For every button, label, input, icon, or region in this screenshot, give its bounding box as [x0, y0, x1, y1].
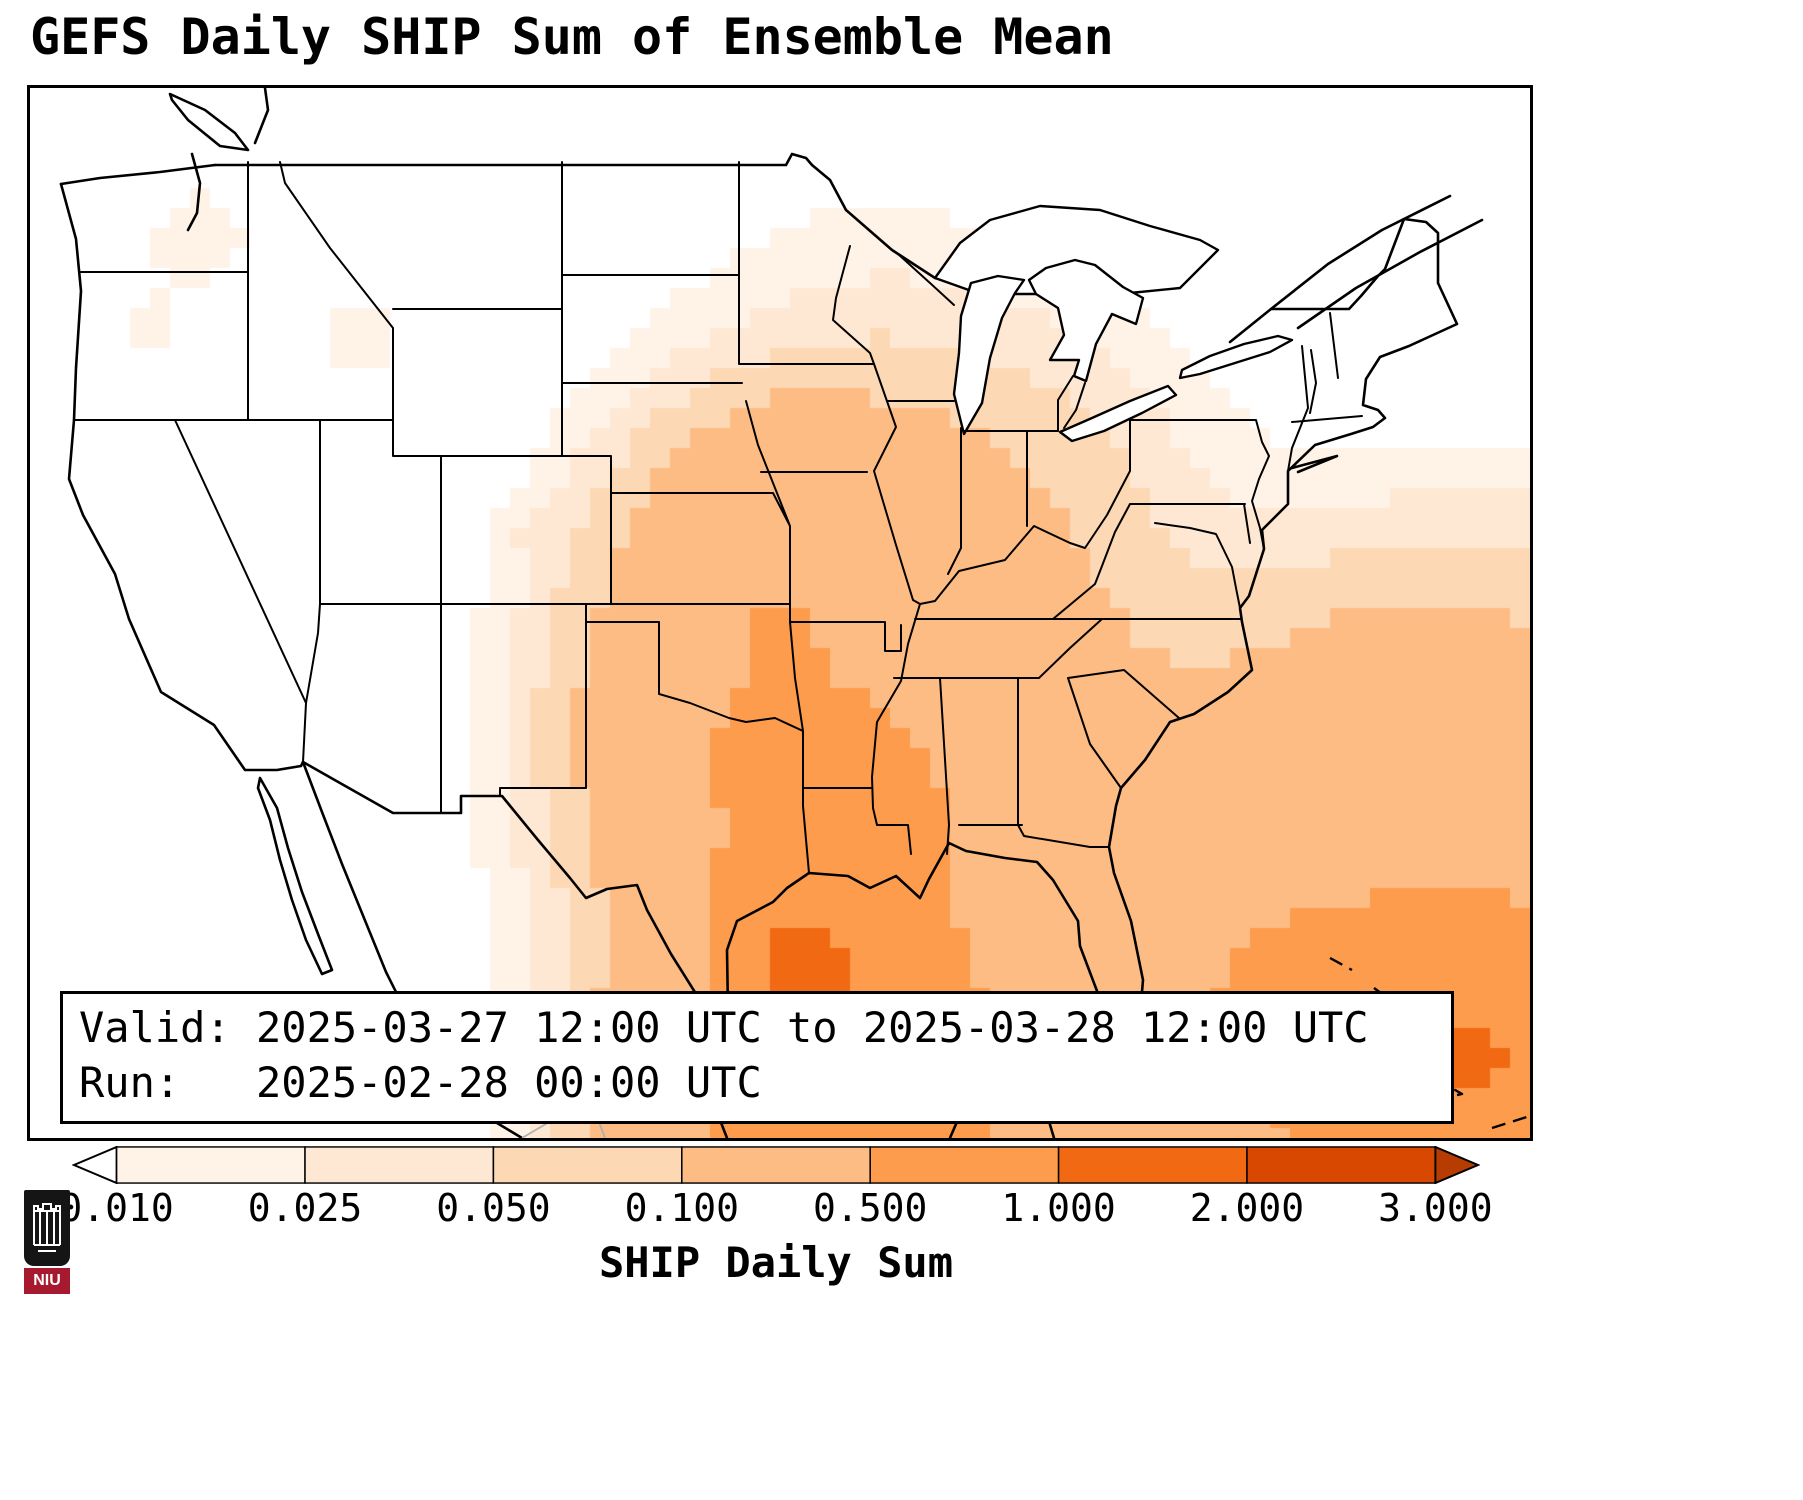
lake-erie — [1058, 384, 1178, 443]
colorbar-segment — [869, 1146, 1060, 1184]
borders-west — [73, 161, 791, 814]
colorbar-tick-label: 3.000 — [1378, 1186, 1493, 1230]
colorbar-segment — [304, 1146, 495, 1184]
niu-logo: NIU — [24, 1190, 70, 1296]
colorbar-tick-label: 1.000 — [1001, 1186, 1116, 1230]
colorbar-segment — [492, 1146, 683, 1184]
info-box: Valid: 2025-03-27 12:00 UTC to 2025-03-2… — [60, 991, 1454, 1124]
colorbar-segment — [681, 1146, 871, 1184]
state-borders — [73, 161, 1363, 874]
baja-california — [256, 776, 334, 976]
us-basemap — [59, 88, 1530, 1138]
niu-logo-text: NIU — [24, 1268, 70, 1294]
colorbar-ticks: 0.010 0.025 0.050 0.100 0.500 1.000 2.000 3.000 — [59, 1186, 1492, 1230]
borders-midwest — [886, 375, 1241, 620]
colorbar-tick-label: 2.000 — [1189, 1186, 1305, 1230]
borders-east — [1052, 312, 1363, 620]
lake-ontario — [1178, 334, 1294, 380]
canada-border-49n — [213, 152, 937, 280]
niu-castle-icon — [24, 1190, 70, 1266]
borders-plains — [561, 161, 902, 874]
borders-mississippi-river — [832, 245, 955, 855]
colorbar-tick-label: 0.010 — [59, 1186, 174, 1230]
vancouver-island — [168, 88, 270, 152]
great-lakes — [933, 204, 1294, 443]
lake-huron — [1027, 258, 1145, 383]
page-title: GEFS Daily SHIP Sum of Ensemble Mean — [30, 8, 1114, 66]
colorbar-label: SHIP Daily Sum — [598, 1238, 953, 1287]
strait-juan-de-fuca — [59, 163, 217, 186]
map-panel: Valid: 2025-03-27 12:00 UTC to 2025-03-2… — [27, 85, 1533, 1141]
borders-south — [893, 618, 1180, 855]
colorbar-over-arrow — [1434, 1146, 1480, 1184]
colorbar-segment — [1246, 1146, 1437, 1184]
ship-heatmap-canvas — [30, 88, 1530, 1138]
long-island — [1290, 454, 1339, 474]
lake-michigan — [952, 274, 1026, 436]
puget-sound — [186, 152, 202, 232]
valid-time-text: Valid: 2025-03-27 12:00 UTC to 2025-03-2… — [79, 1003, 1369, 1052]
run-time-text: Run: 2025-02-28 00:00 UTC — [79, 1058, 762, 1108]
st-lawrence — [1269, 194, 1484, 330]
coastlines — [59, 88, 1484, 1138]
colorbar-tick-label: 0.500 — [812, 1186, 928, 1230]
colorbar-under-arrow — [72, 1146, 118, 1184]
colorbar-segment — [1057, 1146, 1248, 1184]
us-coast-outline — [59, 182, 1459, 1042]
colorbar-tick-label: 0.050 — [436, 1186, 551, 1230]
colorbar-tick-label: 0.025 — [247, 1186, 363, 1230]
colorbar-gradient — [72, 1146, 1480, 1184]
colorbar-segment — [115, 1146, 306, 1184]
colorbar — [72, 1146, 1480, 1184]
colorbar-tick-label: 0.100 — [624, 1186, 739, 1230]
